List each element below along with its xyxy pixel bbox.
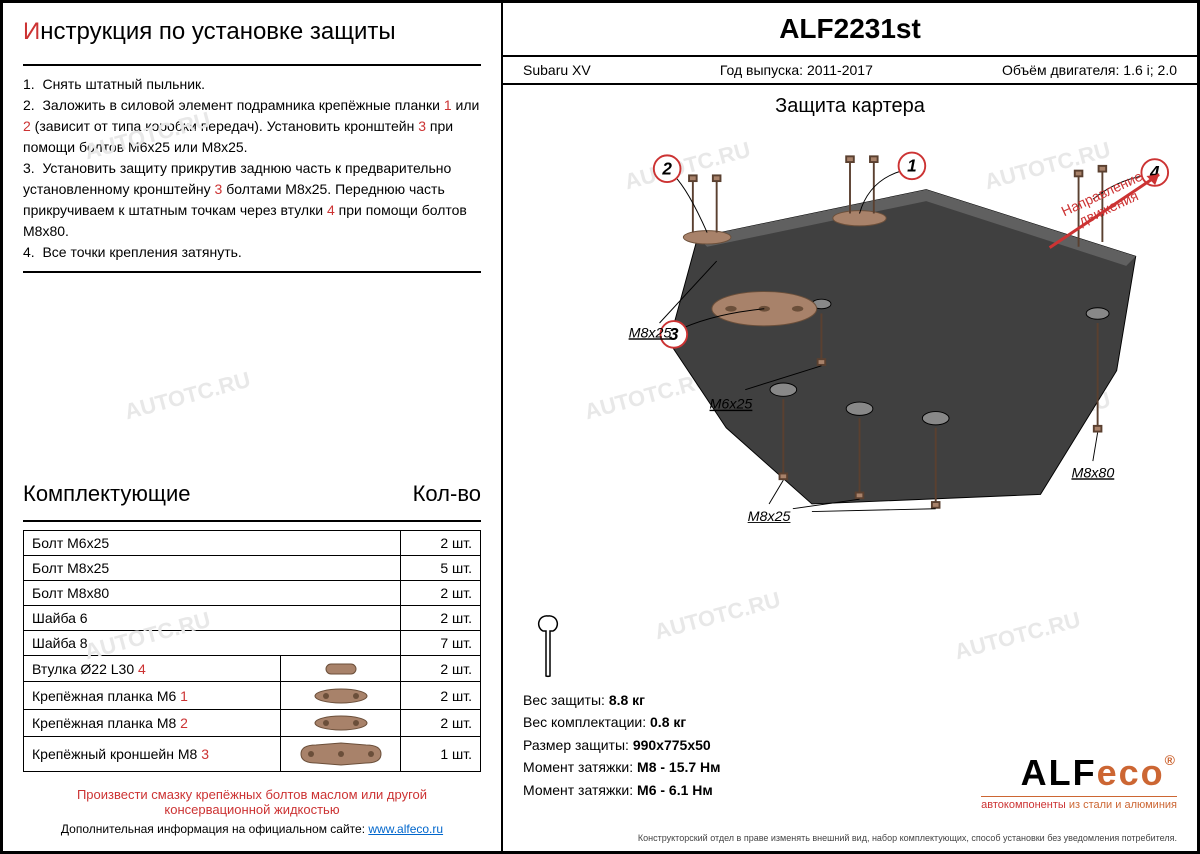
table-row: Крепёжная планка М6 1 2 шт.: [24, 682, 481, 709]
component-name: Шайба 6: [24, 606, 401, 631]
table-row: Шайба 87 шт.: [24, 631, 481, 656]
components-table: Болт М6х252 шт.Болт М8х255 шт.Болт М8х80…: [23, 530, 481, 772]
component-name: Шайба 8: [24, 631, 401, 656]
table-row: Болт М8х802 шт.: [24, 581, 481, 606]
right-column: ALF2231st Subaru XV Год выпуска: 2011-20…: [503, 3, 1197, 851]
divider: [23, 64, 481, 66]
component-qty: 2 шт.: [401, 682, 481, 709]
model-label: Subaru XV: [523, 62, 591, 78]
component-icon: [281, 737, 401, 772]
component-qty: 2 шт.: [401, 581, 481, 606]
spec-row: Вес защиты: 8.8 кг: [523, 689, 721, 711]
components-header: Комплектующие Кол-во: [23, 481, 481, 507]
table-row: Шайба 62 шт.: [24, 606, 481, 631]
svg-text:2: 2: [661, 158, 672, 178]
page-frame: AUTOTC.RU AUTOTC.RU AUTOTC.RU AUTOTC.RU …: [0, 0, 1200, 854]
specifications: Вес защиты: 8.8 кгВес комплектации: 0.8 …: [523, 689, 721, 801]
component-qty: 2 шт.: [401, 656, 481, 682]
footer-info: Дополнительная информация на официальном…: [23, 822, 481, 836]
website-link[interactable]: www.alfeco.ru: [368, 822, 443, 836]
vehicle-meta: Subaru XV Год выпуска: 2011-2017 Объём д…: [503, 57, 1197, 85]
table-row: Болт М8х255 шт.: [24, 556, 481, 581]
component-qty: 2 шт.: [401, 709, 481, 736]
year-label: Год выпуска: 2011-2017: [720, 62, 873, 78]
component-qty: 2 шт.: [401, 531, 481, 556]
svg-text:M8x25: M8x25: [748, 509, 791, 523]
divider: [23, 271, 481, 273]
logo-area: ALFeco® автокомпоненты из стали и алюмин…: [981, 752, 1177, 811]
component-name: Болт М8х80: [24, 581, 401, 606]
brand-logo: ALFeco®: [981, 752, 1177, 794]
instruction-step: 3. Установить защиту прикрутив заднюю ча…: [23, 158, 481, 242]
diagram-area: Защита картера Направление движения: [503, 85, 1197, 851]
table-row: Болт М6х252 шт.: [24, 531, 481, 556]
diagram-title: Защита картера: [513, 95, 1187, 118]
component-name: Болт М8х25: [24, 556, 401, 581]
part-number-header: ALF2231st: [503, 3, 1197, 57]
component-icon: [281, 682, 401, 709]
component-icon: [281, 656, 401, 682]
table-row: Крепёжный кроншейн М8 3 1 шт.: [24, 737, 481, 772]
instruction-step: 1. Снять штатный пыльник.: [23, 74, 481, 95]
wrench-icon: [533, 611, 563, 691]
divider: [23, 520, 481, 522]
component-name: Крепёжная планка М8 2: [24, 709, 281, 736]
disclaimer-text: Конструкторский отдел в праве изменять в…: [523, 833, 1177, 843]
component-qty: 2 шт.: [401, 606, 481, 631]
qty-label: Кол-во: [413, 481, 481, 507]
instructions-title: Инструкция по установке защиты: [23, 18, 481, 46]
component-name: Крепёжный кроншейн М8 3: [24, 737, 281, 772]
spec-row: Размер защиты: 990х775х50: [523, 734, 721, 756]
components-label: Комплектующие: [23, 481, 190, 507]
component-name: Крепёжная планка М6 1: [24, 682, 281, 709]
table-row: Крепёжная планка М8 2 2 шт.: [24, 709, 481, 736]
component-qty: 1 шт.: [401, 737, 481, 772]
shield-diagram: 1 2 3 4 M8x25 M6x25 M8x25 M8x80: [513, 123, 1187, 523]
svg-text:M8x25: M8x25: [629, 325, 672, 341]
brand-tagline: автокомпоненты из стали и алюминия: [981, 799, 1177, 811]
instruction-step: 2. Заложить в силовой элемент подрамника…: [23, 95, 481, 158]
component-qty: 5 шт.: [401, 556, 481, 581]
engine-label: Объём двигателя: 1.6 i; 2.0: [1002, 62, 1177, 78]
svg-text:M6x25: M6x25: [710, 397, 753, 413]
spec-row: Момент затяжки: М6 - 6.1 Нм: [523, 779, 721, 801]
instructions-body: 1. Снять штатный пыльник. 2. Заложить в …: [23, 74, 481, 263]
spec-row: Вес комплектации: 0.8 кг: [523, 711, 721, 733]
svg-text:1: 1: [907, 156, 917, 176]
left-column: Инструкция по установке защиты 1. Снять …: [3, 3, 503, 851]
svg-text:M8x80: M8x80: [1071, 465, 1114, 481]
title-rest: нструкция по установке защиты: [40, 18, 395, 45]
instruction-step: 4. Все точки крепления затянуть.: [23, 242, 481, 263]
component-qty: 7 шт.: [401, 631, 481, 656]
title-first-letter: И: [23, 18, 40, 45]
component-name: Болт М6х25: [24, 531, 401, 556]
component-icon: [281, 709, 401, 736]
part-number: ALF2231st: [523, 13, 1177, 45]
lubrication-warning: Произвести смазку крепёжных болтов масло…: [23, 787, 481, 817]
table-row: Втулка Ø22 L30 4 2 шт.: [24, 656, 481, 682]
spec-row: Момент затяжки: М8 - 15.7 Нм: [523, 756, 721, 778]
component-name: Втулка Ø22 L30 4: [24, 656, 281, 682]
